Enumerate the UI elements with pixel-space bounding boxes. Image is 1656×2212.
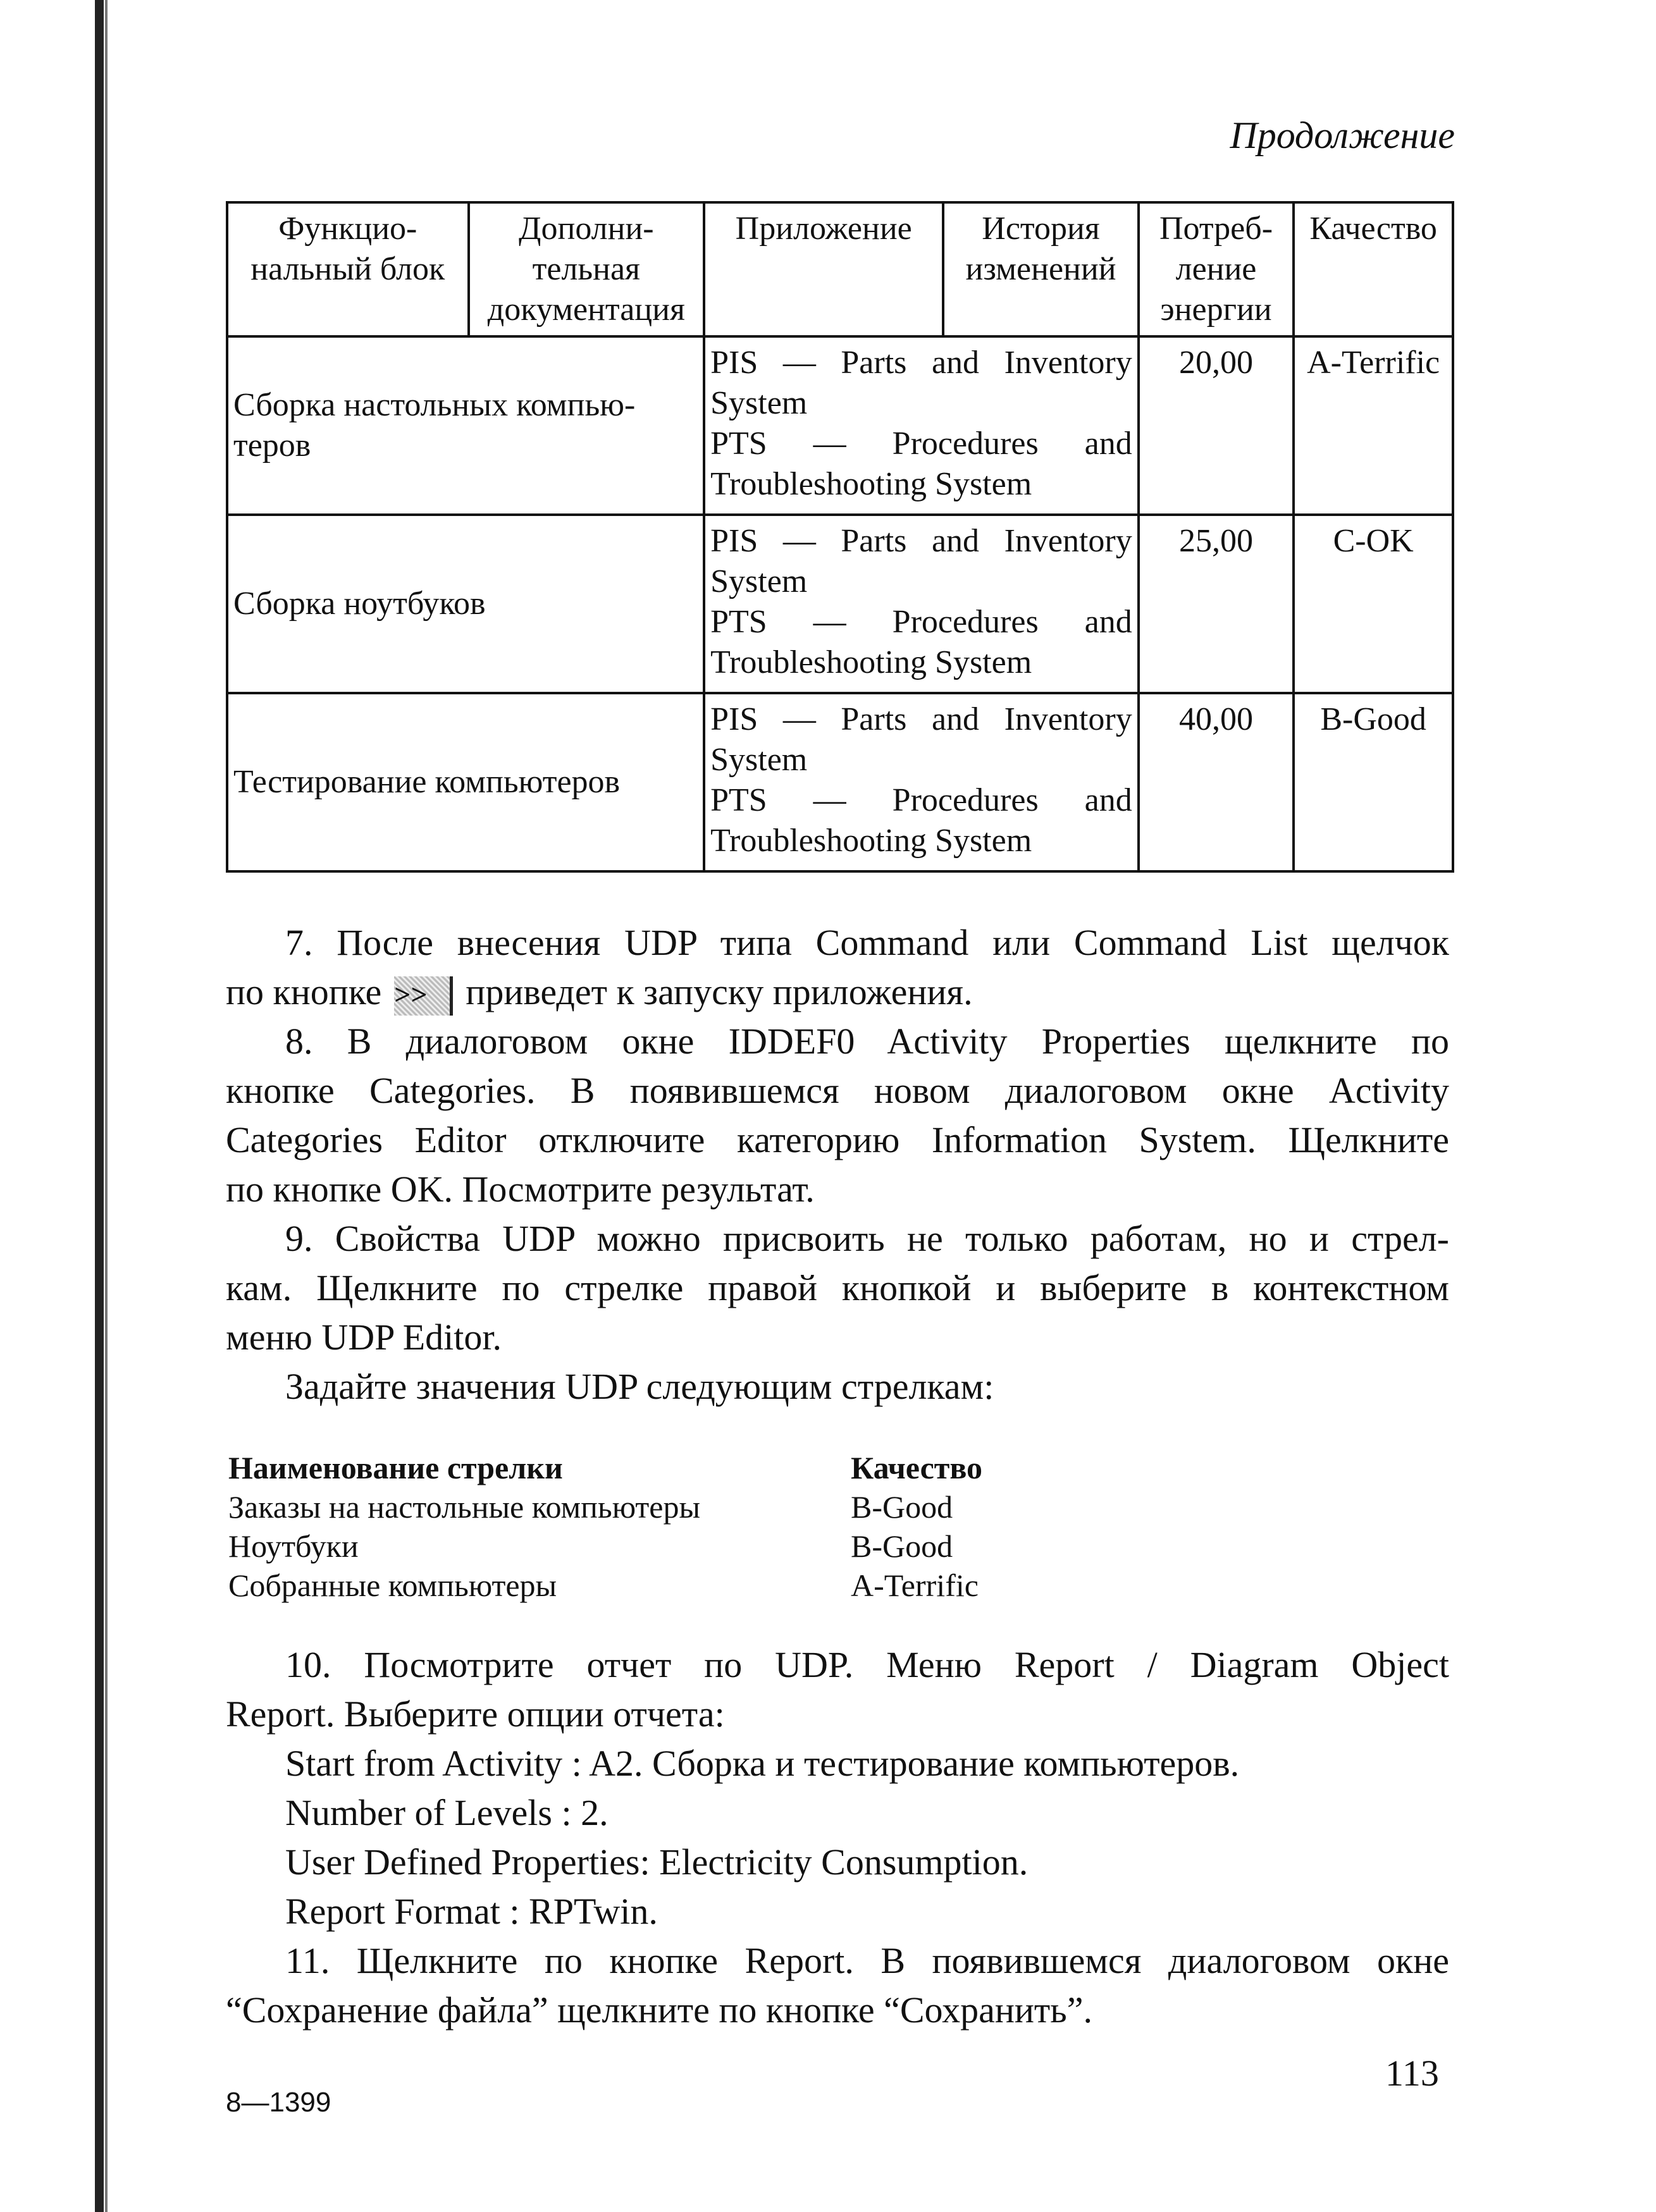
page-binding-edge	[95, 0, 104, 2212]
header-cell: История изменений	[942, 201, 1140, 338]
arrow-quality: B-Good	[851, 1489, 953, 1525]
paragraph-7-line: 7. После внесения UDP типа Command или C…	[285, 922, 1449, 963]
paragraph-9-line: меню UDP Editor.	[226, 1317, 502, 1358]
header-cell: Дополни-тельная документация	[467, 201, 706, 338]
quality-cell: B-Good	[1292, 692, 1454, 873]
arrow-name-header: Наименование стрелки	[228, 1450, 563, 1485]
paragraph-8-line: Categories Editor отключите категорию In…	[226, 1119, 1449, 1160]
application-line: PIS — Parts and Inventory System	[710, 345, 1132, 421]
arrow-list-row: Ноутбуки B-Good	[228, 1527, 982, 1566]
paragraph-8-line: по кнопке OK. Посмотрите результат.	[226, 1169, 815, 1210]
energy-cell: 20,00	[1137, 335, 1295, 516]
report-option: Start from Activity : A2. Сборка и тести…	[285, 1743, 1240, 1784]
quality-cell: A-Terrific	[1292, 335, 1454, 516]
run-application-button-icon: >>	[394, 976, 454, 1016]
table-row: Тестирование компьютеров PIS — Parts and…	[225, 692, 1454, 873]
arrow-quality: A-Terrific	[851, 1568, 979, 1603]
arrow-quality: B-Good	[851, 1528, 953, 1564]
energy-cell: 40,00	[1137, 692, 1295, 873]
paragraph-11-line: 11. Щелкните по кнопке Report. В появивш…	[285, 1940, 1449, 1981]
table-row: Сборка ноутбуков PIS — Parts and Invento…	[225, 513, 1454, 694]
arrow-list-row: Заказы на настольные компьютеры B-Good	[228, 1487, 982, 1527]
table-row: Сборка настольных компью-теров PIS — Par…	[225, 335, 1454, 516]
set-values-line: Задайте значения UDP следующим стрелкам:	[285, 1366, 994, 1407]
quality-header: Качество	[851, 1450, 983, 1485]
application-cell: PIS — Parts and Inventory System PTS — Pr…	[703, 513, 1140, 694]
arrow-quality-list: Наименование стрелки Качество Заказы на н…	[228, 1448, 982, 1605]
paragraph-9-line: кам. Щелкните по стрелке правой кнопкой …	[226, 1267, 1449, 1308]
page-binding-shadow	[105, 0, 108, 2212]
header-cell: Приложение	[703, 201, 945, 338]
quality-cell: C-OK	[1292, 513, 1454, 694]
body-text-2: 10. Посмотрите отчет по UDP. Меню Report…	[226, 1640, 1449, 2035]
application-line: PTS — Procedures and Troubleshooting Sys…	[710, 782, 1132, 859]
report-option: Number of Levels : 2.	[285, 1792, 609, 1833]
paragraph-10-line: 10. Посмотрите отчет по UDP. Меню Report…	[285, 1644, 1449, 1685]
application-line: PTS — Procedures and Troubleshooting Sys…	[710, 604, 1132, 680]
application-line: PTS — Procedures and Troubleshooting Sys…	[710, 426, 1132, 502]
energy-cell: 25,00	[1137, 513, 1295, 694]
udp-table: Функцио-нальный блок Дополни-тельная док…	[225, 201, 1454, 873]
paragraph-11-line: “Сохранение файла” щелкните по кнопке “С…	[226, 1989, 1092, 2031]
paragraph-7-text: приведет к запуску приложения.	[466, 971, 973, 1012]
application-line: PIS — Parts and Inventory System	[710, 701, 1132, 778]
paragraph-8-line: 8. В диалоговом окне IDDEF0 Activity Pro…	[285, 1021, 1449, 1062]
header-cell: Функцио-нальный блок	[226, 201, 470, 338]
application-cell: PIS — Parts and Inventory System PTS — Pr…	[703, 335, 1140, 516]
report-option: User Defined Properties: Electricity Con…	[285, 1841, 1029, 1883]
table-header-row: Функцио-нальный блок Дополни-тельная док…	[226, 201, 1454, 338]
body-text: 7. После внесения UDP типа Command или C…	[226, 918, 1449, 1411]
paragraph-7-line: по кнопке >> приведет к запуску приложения…	[226, 968, 1449, 1017]
paragraph-8-line: кнопке Categories. В появившемся новом д…	[226, 1070, 1449, 1111]
continuation-label: Продолжение	[1230, 114, 1455, 156]
arrow-name: Ноутбуки	[228, 1528, 359, 1564]
functional-block-cell: Сборка ноутбуков	[225, 513, 706, 694]
paragraph-9-line: 9. Свойства UDP можно присвоить не тольк…	[285, 1218, 1449, 1259]
functional-block-cell: Тестирование компьютеров	[225, 692, 706, 873]
arrow-list-header: Наименование стрелки Качество	[228, 1448, 982, 1487]
arrow-list-row: Собранные компьютеры A-Terrific	[228, 1566, 982, 1605]
header-cell: Потреб-ление энергии	[1137, 201, 1295, 338]
arrow-name: Собранные компьютеры	[228, 1568, 557, 1603]
page-number: 113	[1385, 2053, 1439, 2094]
application-cell: PIS — Parts and Inventory System PTS — Pr…	[703, 692, 1140, 873]
application-line: PIS — Parts and Inventory System	[710, 523, 1132, 599]
paragraph-7-text: по кнопке	[226, 971, 382, 1012]
functional-block-cell: Сборка настольных компью-теров	[225, 335, 706, 516]
paragraph-10-line: Report. Выберите опции отчета:	[226, 1693, 725, 1735]
printer-signature: 8—1399	[226, 2087, 331, 2118]
arrow-name: Заказы на настольные компьютеры	[228, 1489, 701, 1525]
report-option: Report Format : RPTwin.	[285, 1891, 658, 1932]
header-cell: Качество	[1292, 201, 1454, 338]
